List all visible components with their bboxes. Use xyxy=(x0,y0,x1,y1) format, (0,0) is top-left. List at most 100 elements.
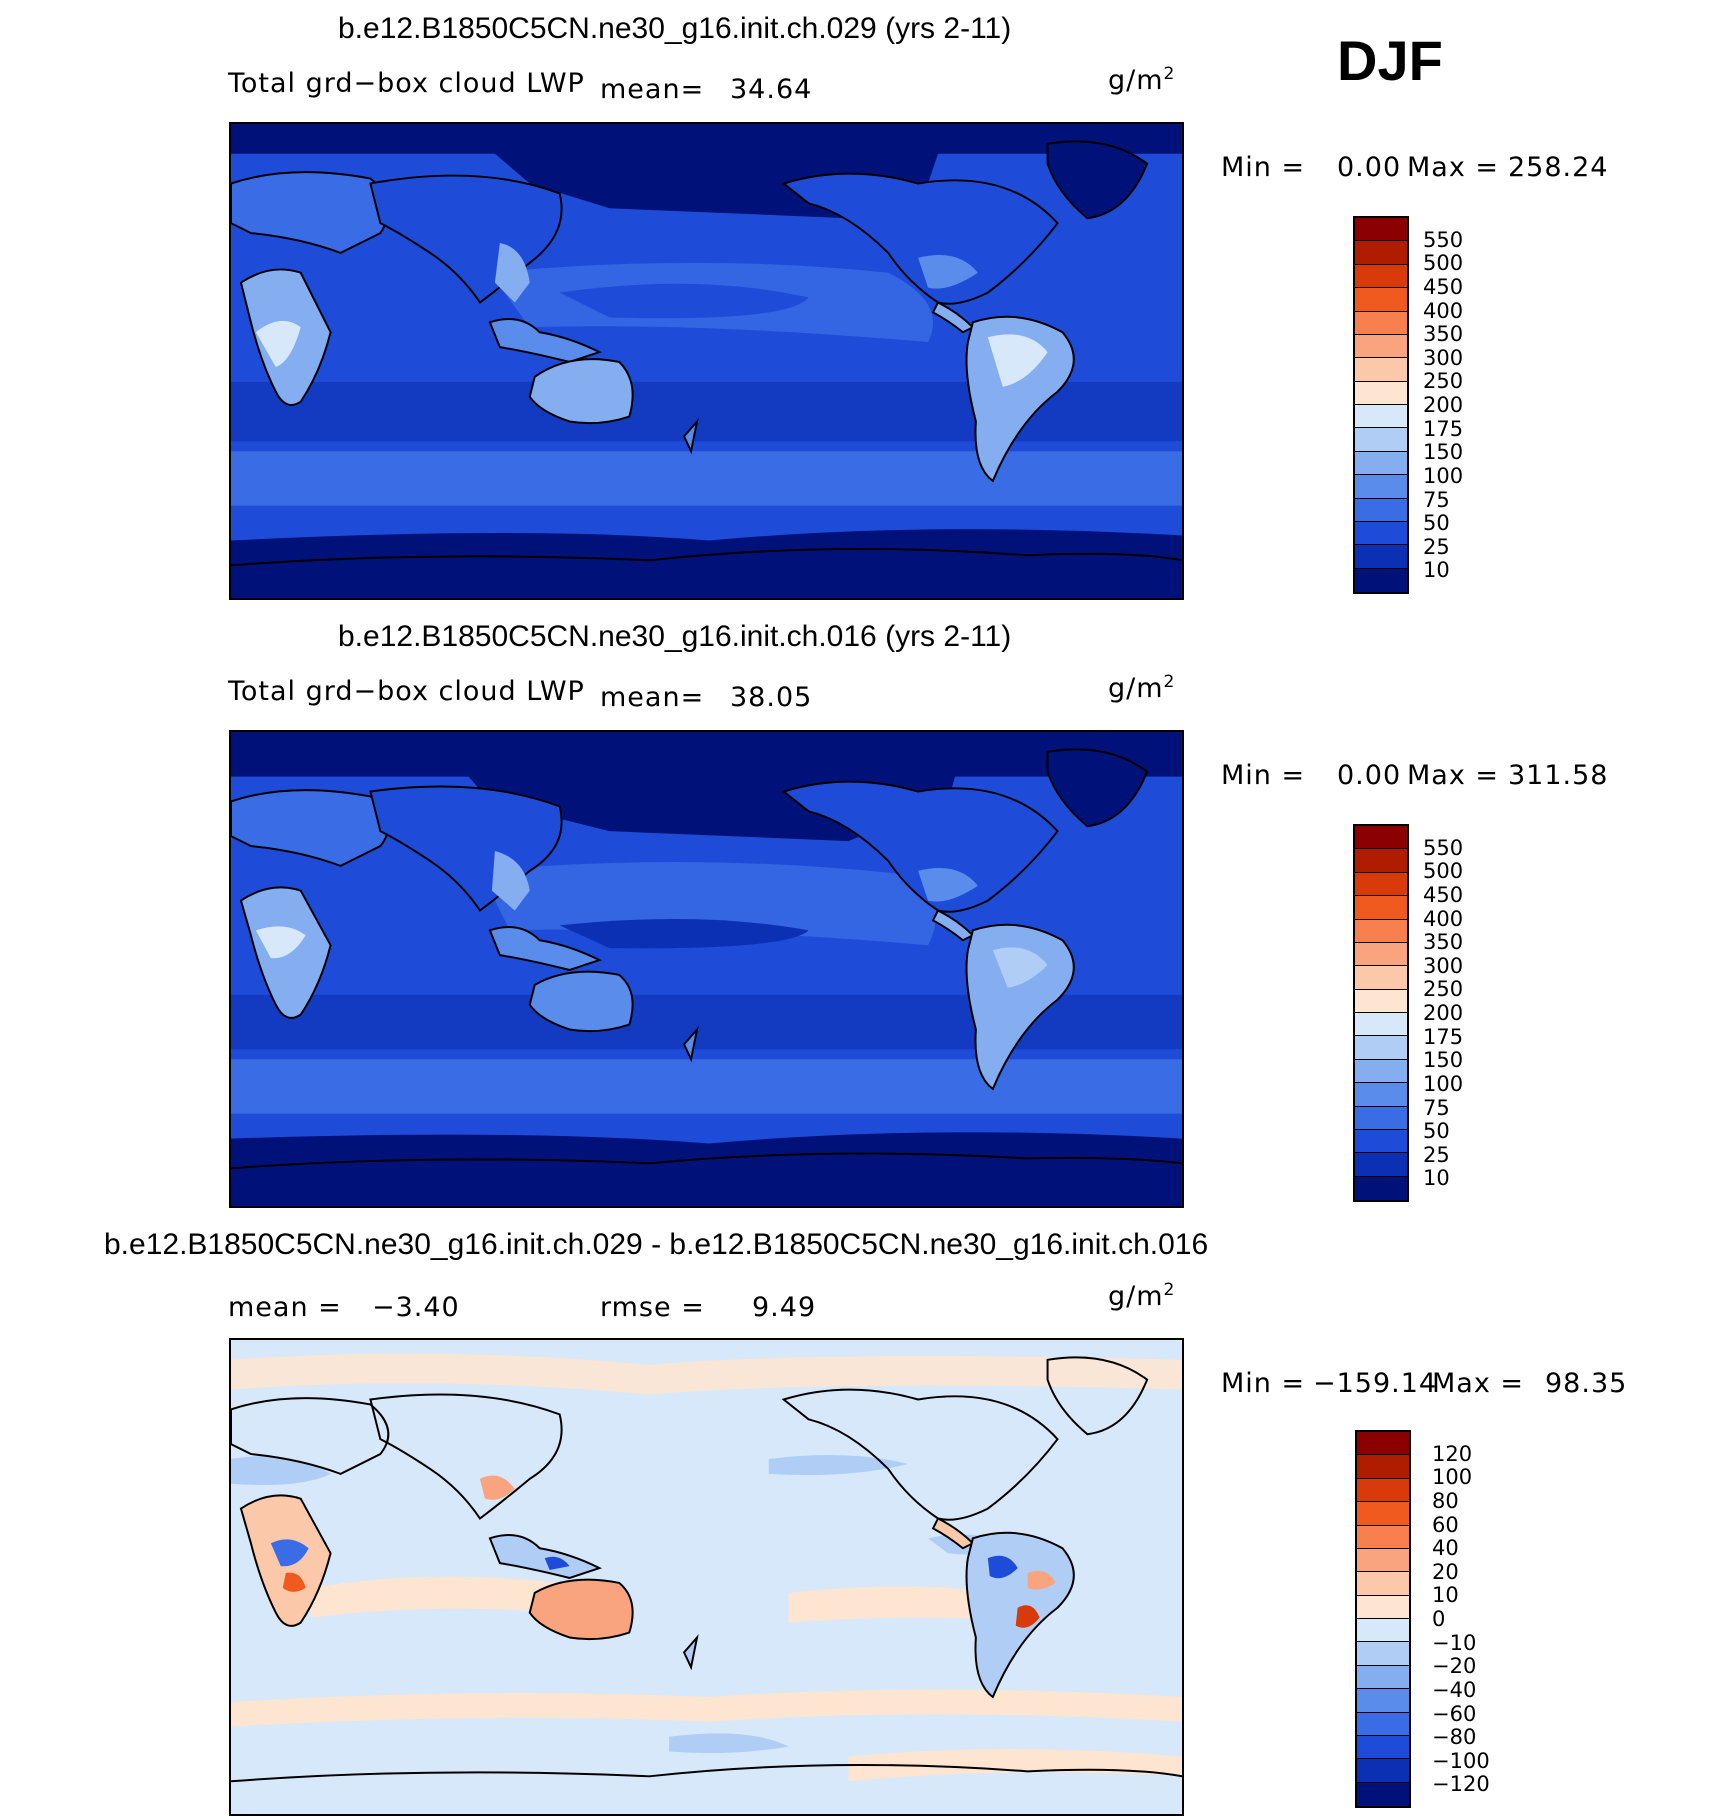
colorbar-label: 550 xyxy=(1423,835,1464,860)
panel1-title: b.e12.B1850C5CN.ne30_g16.init.ch.029 (yr… xyxy=(338,12,1012,45)
colorbar-cell xyxy=(1355,428,1407,452)
panel1-mean-label: mean= xyxy=(600,74,705,105)
colorbar-cell xyxy=(1355,1013,1407,1037)
colorbar-label: 550 xyxy=(1423,227,1464,252)
colorbar-label: 80 xyxy=(1432,1488,1459,1513)
colorbar-cell xyxy=(1355,358,1407,382)
panel2-units: g/m2 xyxy=(1108,672,1176,704)
colorbar-label: 175 xyxy=(1423,1024,1464,1049)
colorbar-cell xyxy=(1355,498,1407,522)
colorbar-label: 350 xyxy=(1423,930,1464,955)
colorbar-label: −100 xyxy=(1432,1748,1490,1773)
panel3-mean-label: mean = xyxy=(228,1292,342,1323)
colorbar-cell xyxy=(1355,264,1407,289)
colorbar-cell xyxy=(1357,1595,1409,1619)
colorbar-cell xyxy=(1357,1432,1409,1456)
colorbar-cell xyxy=(1355,475,1407,499)
colorbar-label: 100 xyxy=(1432,1465,1473,1490)
colorbar-cell xyxy=(1357,1759,1409,1783)
colorbar-cell xyxy=(1355,521,1407,546)
colorbar-cell xyxy=(1357,1712,1409,1736)
colorbar-label: 350 xyxy=(1423,322,1464,347)
colorbar-cell xyxy=(1355,989,1407,1013)
colorbar-label: 200 xyxy=(1423,393,1464,417)
panel2-title: b.e12.B1850C5CN.ne30_g16.init.ch.016 (yr… xyxy=(338,620,1012,653)
colorbar-cell xyxy=(1355,288,1407,312)
panel1-colorbar xyxy=(1353,216,1409,594)
colorbar-label: 10 xyxy=(1423,558,1450,583)
colorbar-label: 300 xyxy=(1423,345,1464,370)
panel1-min-value: 0.00 xyxy=(1337,152,1402,183)
colorbar-label: 10 xyxy=(1432,1583,1459,1608)
panel3-units: g/m2 xyxy=(1108,1280,1176,1312)
colorbar-label: 450 xyxy=(1423,882,1464,907)
colorbar-cell xyxy=(1357,1735,1409,1760)
panel2-mean-value: 38.05 xyxy=(730,682,813,713)
panel3-title: b.e12.B1850C5CN.ne30_g16.init.ch.029 - b… xyxy=(104,1228,1209,1261)
colorbar-label: 150 xyxy=(1423,440,1464,465)
colorbar-label: −40 xyxy=(1432,1677,1477,1702)
season-label: DJF xyxy=(1337,29,1443,92)
colorbar-label: 10 xyxy=(1423,1166,1450,1191)
colorbar-label: 400 xyxy=(1423,298,1464,323)
colorbar-label: 300 xyxy=(1423,953,1464,978)
colorbar-label: 200 xyxy=(1423,1001,1464,1025)
colorbar-label: 175 xyxy=(1423,416,1464,441)
panel3-map xyxy=(229,1338,1184,1816)
colorbar-label: 75 xyxy=(1423,487,1450,512)
colorbar-cell xyxy=(1357,1502,1409,1526)
colorbar-label: 250 xyxy=(1423,369,1464,394)
colorbar-label: −20 xyxy=(1432,1654,1477,1679)
colorbar-cell xyxy=(1355,545,1407,569)
colorbar-cell xyxy=(1355,218,1407,242)
colorbar-cell xyxy=(1355,568,1407,592)
colorbar-label: 60 xyxy=(1432,1512,1459,1537)
colorbar-label: 250 xyxy=(1423,977,1464,1002)
colorbar-cell xyxy=(1355,1153,1407,1177)
colorbar-cell xyxy=(1355,311,1407,335)
colorbar-label: 150 xyxy=(1423,1048,1464,1073)
colorbar-label: 0 xyxy=(1432,1607,1446,1631)
colorbar-cell xyxy=(1357,1782,1409,1806)
colorbar-label: −10 xyxy=(1432,1630,1477,1655)
colorbar-cell xyxy=(1355,966,1407,990)
colorbar-label: 500 xyxy=(1423,859,1464,884)
colorbar-cell xyxy=(1355,1036,1407,1060)
colorbar-label: 75 xyxy=(1423,1095,1450,1120)
colorbar-label: −80 xyxy=(1432,1725,1477,1750)
colorbar-cell xyxy=(1355,872,1407,897)
panel3-max-value: 98.35 xyxy=(1545,1368,1628,1399)
colorbar-cell xyxy=(1355,919,1407,943)
panel1-max-value: 258.24 xyxy=(1508,152,1609,183)
colorbar-cell xyxy=(1357,1455,1409,1479)
colorbar-cell xyxy=(1355,1083,1407,1107)
colorbar-label: 50 xyxy=(1423,1119,1450,1144)
panel3-mean-value: −3.40 xyxy=(372,1292,460,1323)
panel1-mean-value: 34.64 xyxy=(730,74,813,105)
colorbar-label: −120 xyxy=(1432,1772,1490,1797)
panel1-variable: Total grd−box cloud LWP xyxy=(228,68,585,99)
colorbar-label: 500 xyxy=(1423,251,1464,276)
colorbar-label: 100 xyxy=(1423,463,1464,488)
colorbar-cell xyxy=(1355,405,1407,429)
panel2-variable: Total grd−box cloud LWP xyxy=(228,676,585,707)
colorbar-label: 20 xyxy=(1432,1559,1459,1584)
colorbar-cell xyxy=(1357,1548,1409,1573)
colorbar-label: 450 xyxy=(1423,274,1464,299)
colorbar-cell xyxy=(1357,1619,1409,1643)
colorbar-label: 40 xyxy=(1432,1536,1459,1561)
colorbar-cell xyxy=(1355,1106,1407,1130)
colorbar-label: 100 xyxy=(1423,1071,1464,1096)
colorbar-label: 25 xyxy=(1423,1142,1450,1167)
colorbar-cell xyxy=(1357,1572,1409,1596)
panel1-max-label: Max = xyxy=(1407,152,1500,183)
panel2-min-label: Min = xyxy=(1221,760,1306,791)
colorbar-cell xyxy=(1355,849,1407,873)
colorbar-cell xyxy=(1357,1525,1409,1549)
panel3-rmse-label: rmse = xyxy=(600,1292,705,1323)
panel2-map xyxy=(229,730,1184,1208)
colorbar-label: 50 xyxy=(1423,511,1450,536)
colorbar-cell xyxy=(1355,1059,1407,1084)
panel2-min-value: 0.00 xyxy=(1337,760,1402,791)
panel1-units: g/m2 xyxy=(1108,64,1176,96)
